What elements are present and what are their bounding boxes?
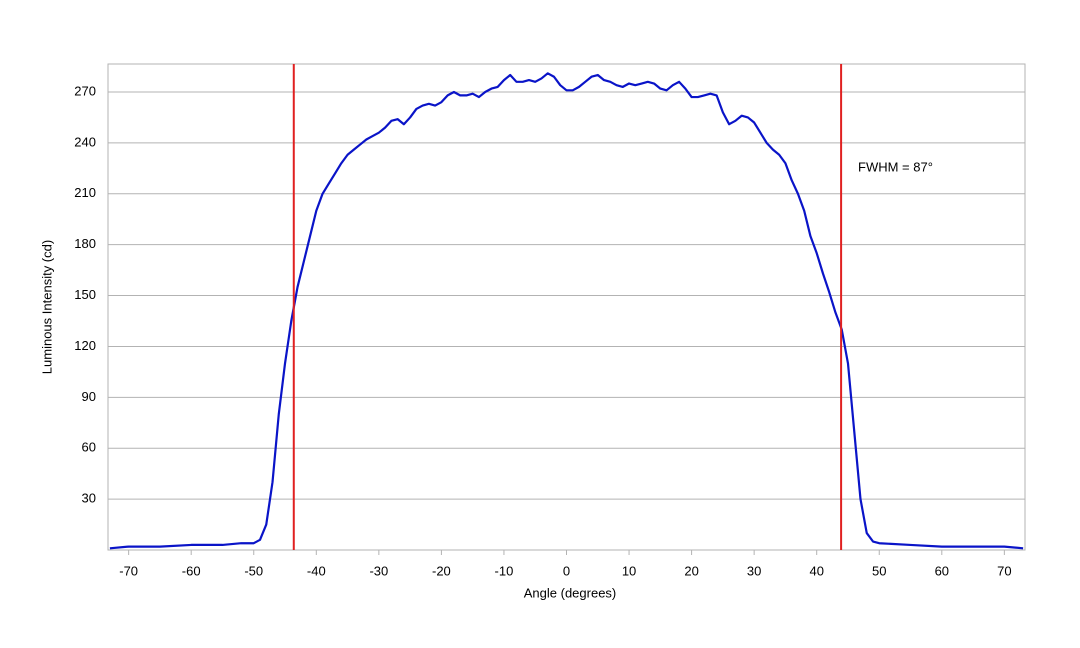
y-tick-label: 120: [74, 338, 96, 353]
y-tick-label: 210: [74, 185, 96, 200]
y-tick-label: 270: [74, 83, 96, 98]
x-tick-label: -60: [182, 563, 201, 578]
x-axis-label: Angle (degrees): [524, 585, 617, 600]
x-tick-label: -50: [244, 563, 263, 578]
x-tick-label: 40: [809, 563, 823, 578]
x-tick-label: 50: [872, 563, 886, 578]
x-tick-label: -40: [307, 563, 326, 578]
x-tick-label: 20: [684, 563, 698, 578]
y-tick-label: 240: [74, 134, 96, 149]
x-tick-label: -70: [119, 563, 138, 578]
x-tick-label: -10: [495, 563, 514, 578]
y-tick-label: 150: [74, 287, 96, 302]
x-tick-label: -20: [432, 563, 451, 578]
x-tick-label: 0: [563, 563, 570, 578]
x-tick-label: 30: [747, 563, 761, 578]
plot-frame: [107, 63, 1026, 551]
y-tick-label: 60: [82, 440, 96, 455]
x-tick-label: 60: [935, 563, 949, 578]
x-tick-label: 10: [622, 563, 636, 578]
data-line: [109, 72, 1024, 550]
y-tick-label: 30: [82, 491, 96, 506]
y-tick-label: 180: [74, 236, 96, 251]
x-tick-label: 70: [997, 563, 1011, 578]
annotation: FWHM = 87°: [858, 159, 933, 174]
y-tick-label: 90: [82, 389, 96, 404]
x-tick-label: -30: [369, 563, 388, 578]
y-axis-label: Luminous Intensity (cd): [39, 240, 54, 374]
